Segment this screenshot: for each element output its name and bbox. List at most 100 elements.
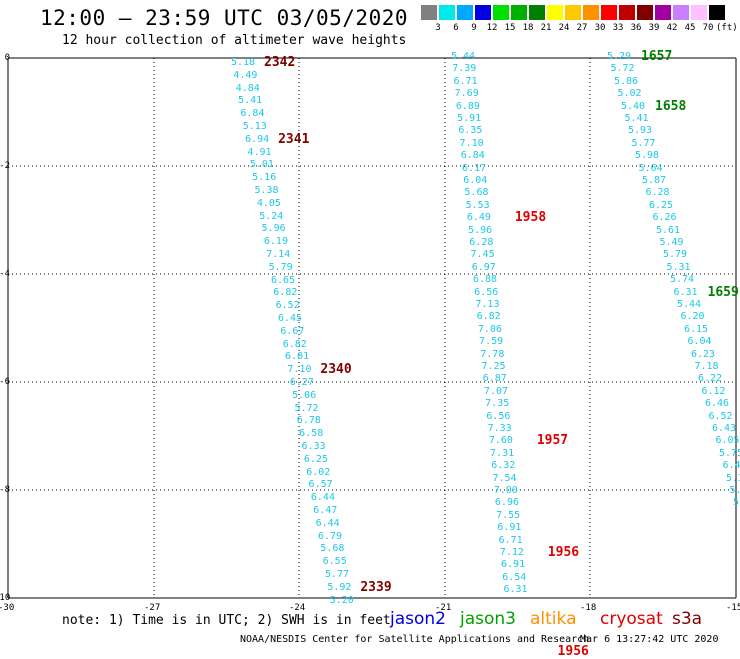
wave-height-value: 6.79 [318,531,342,542]
time-label: 2341 [278,132,309,147]
wave-height-value: 4.84 [236,83,260,94]
wave-height-value: 5.02 [618,88,642,99]
wave-height-value: 6.82 [283,339,307,350]
time-label: 1657 [641,49,672,64]
wave-height-value: 6.82 [273,287,297,298]
wave-height-value: 5.49 [660,237,684,248]
wave-height-value: 5.29 [607,51,631,62]
time-label: 1956 [558,644,589,659]
wave-height-value: 5.06 [292,390,316,401]
wave-height-value: 6.96 [495,497,519,508]
wave-height-value: 7.54 [492,473,516,484]
wave-height-value: 5.72 [294,403,318,414]
wave-height-value: 5.98 [635,150,659,161]
wave-height-value: 5.68 [320,543,344,554]
wave-height-value: 7.39 [452,63,476,74]
wave-height-value: 6.88 [473,274,497,285]
wave-height-value: 5.53 [466,200,490,211]
wave-height-value: 6.17 [462,163,486,174]
y-tick-label: -8 [0,485,10,495]
y-tick-label: -2 [0,161,10,171]
wave-height-value: 6.43 [712,423,736,434]
wave-height-value: 6.32 [491,460,515,471]
wave-height-value: 6.82 [477,311,501,322]
wave-height-value: 7.06 [478,324,502,335]
wave-height-value: 7.13 [475,299,499,310]
wave-height-value: 6.26 [653,212,677,223]
x-tick-label: -24 [289,603,305,613]
wave-height-value: 4.49 [233,70,257,81]
wave-height-value: 5.68 [464,187,488,198]
wave-height-value: 7.45 [471,249,495,260]
wave-height-value: 6.04 [688,336,712,347]
wave-height-value: 5.41 [238,95,262,106]
wave-height-value: 6.52 [709,411,733,422]
wave-height-value: 5.18 [231,57,255,68]
wave-height-value: 6.71 [453,76,477,87]
wave-height-value: 6.44 [316,518,340,529]
wave-height-value: 6.84 [461,150,485,161]
wave-height-value: 6.23 [691,349,715,360]
wave-height-value: 6.22 [698,373,722,384]
wave-height-value: 7.25 [482,361,506,372]
y-tick-label: 0 [0,53,10,63]
wave-height-value: 6.02 [306,467,330,478]
wave-height-value: 4.05 [257,198,281,209]
wave-height-value: 6.31 [503,584,527,595]
wave-height-value: 6.56 [486,411,510,422]
time-label: 1659 [708,285,739,300]
wave-height-value: 5.92 [327,582,351,593]
legend-cryosat: cryosat [600,609,663,629]
wave-height-value: 7.33 [488,423,512,434]
time-label: 1958 [515,210,546,225]
wave-height-value: 6.46 [705,398,729,409]
wave-height-value: 6.33 [302,441,326,452]
wave-height-value: 6.28 [469,237,493,248]
wave-height-value: 6.94 [245,134,269,145]
wave-height-value: 5.96 [468,225,492,236]
wave-height-value: 5.31 [667,262,691,273]
time-label: 2340 [320,362,351,377]
legend-altika: altika [530,609,577,629]
wave-height-value: 6.20 [681,311,705,322]
wave-height-value: 7.59 [479,336,503,347]
wave-height-value: 6.05 [716,435,740,446]
wave-height-value: 5.01 [250,159,274,170]
y-tick-label: -6 [0,377,10,387]
wave-height-value: 6.25 [649,200,673,211]
wave-height-value: 5.16 [252,172,276,183]
credit-text: NOAA/NESDIS Center for Satellite Applica… [240,634,589,645]
wave-height-value: 6.35 [458,125,482,136]
wave-height-value: 6.15 [684,324,708,335]
y-tick-label: -10 [0,593,10,603]
wave-height-value: 7.12 [500,547,524,558]
wave-height-value: 6.01 [285,351,309,362]
wave-height-value: 6.67 [280,326,304,337]
wave-height-value: 7.10 [287,364,311,375]
wave-height-value: 7.10 [460,138,484,149]
x-tick-label: -27 [144,603,160,613]
y-tick-label: -4 [0,269,10,279]
wave-height-value: 5.72 [611,63,635,74]
wave-height-value: 7.78 [480,349,504,360]
wave-height-value: 7.18 [695,361,719,372]
wave-height-value: 6.27 [290,377,314,388]
wave-height-value: 6.91 [501,559,525,570]
wave-height-value: 5.87 [642,175,666,186]
wave-height-value: 5.44 [451,51,475,62]
wave-height-value: 6.91 [497,522,521,533]
wave-height-value: 5.40 [621,101,645,112]
wave-height-value: 6.46 [723,460,740,471]
wave-height-value: 6.45 [278,313,302,324]
wave-height-value: 7.00 [494,485,518,496]
wave-height-value: 5.44 [677,299,701,310]
wave-height-value: 5.64 [639,163,663,174]
wave-height-value: 6.89 [456,101,480,112]
time-label: 1956 [548,545,579,560]
wave-height-value: 7.31 [490,448,514,459]
wave-height-value: 7.55 [496,510,520,521]
wave-height-value: 6.58 [299,428,323,439]
wave-height-value: 5.79 [663,249,687,260]
wave-height-value: 5.93 [628,125,652,136]
